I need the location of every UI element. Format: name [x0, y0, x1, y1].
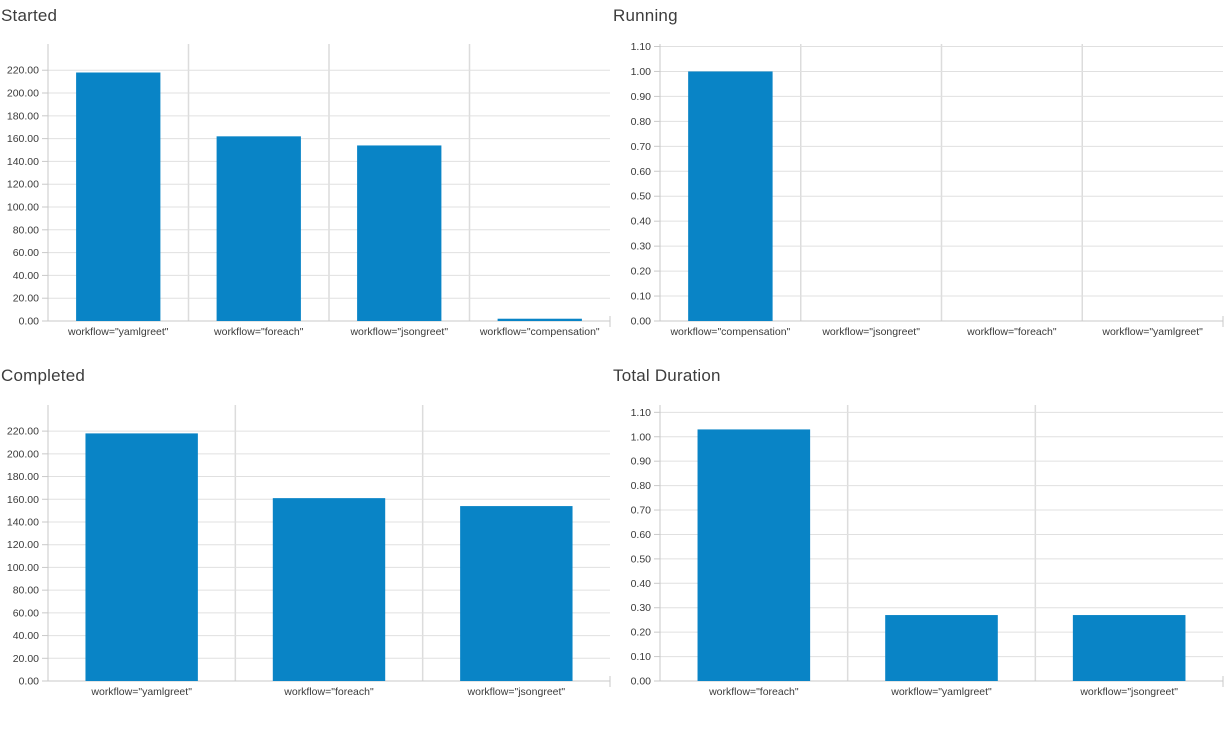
- bar: [216, 136, 301, 321]
- y-tick-label: 0.70: [631, 141, 652, 153]
- y-tick-label: 0.90: [631, 456, 652, 468]
- bar: [357, 145, 442, 321]
- y-tick-label: 20.00: [13, 653, 39, 665]
- x-category-label: workflow="jsongreet": [821, 326, 920, 338]
- bar: [76, 72, 161, 321]
- y-tick-label: 0.10: [631, 651, 652, 663]
- y-tick-label: 0.50: [631, 553, 652, 565]
- y-tick-label: 180.00: [7, 471, 39, 483]
- y-tick-label: 1.00: [631, 66, 652, 78]
- y-tick-label: 0.60: [631, 166, 652, 178]
- y-tick-label: 40.00: [13, 630, 39, 642]
- y-tick-label: 80.00: [13, 585, 39, 597]
- x-category-label: workflow="foreach": [283, 686, 374, 698]
- completed-bar-chart: 0.00 20.00 40.00 60.00 80.00 100.00 120.00 140.…: [7, 405, 611, 698]
- y-tick-label: 200.00: [7, 448, 39, 460]
- y-tick-label: 0.30: [631, 241, 652, 253]
- y-tick-label: 40.00: [13, 270, 39, 282]
- bar: [885, 615, 998, 681]
- y-tick-label: 160.00: [7, 494, 39, 506]
- y-tick-label: 200.00: [7, 88, 39, 100]
- bar: [272, 498, 386, 681]
- y-tick-label: 1.10: [631, 407, 652, 419]
- running-bar-chart: 0.00 0.10 0.20 0.30 0.40 0.50 0.60 0.70 0.80 0.90…: [631, 41, 1224, 338]
- panel-title-running: Running: [613, 6, 678, 25]
- y-tick-label: 0.20: [631, 627, 652, 639]
- bar: [85, 433, 198, 681]
- y-tick-label: 0.00: [19, 316, 40, 328]
- y-tick-label: 120.00: [7, 539, 39, 551]
- y-tick-label: 60.00: [13, 607, 39, 619]
- x-category-label: workflow="jsongreet": [349, 326, 448, 338]
- bar: [688, 71, 773, 322]
- y-tick-label: 0.40: [631, 216, 652, 228]
- y-tick-label: 60.00: [13, 247, 39, 259]
- x-category-label: workflow="jsongreet": [467, 686, 566, 698]
- x-category-label: workflow="jsongreet": [1079, 686, 1178, 698]
- panel-title-completed: Completed: [1, 366, 86, 385]
- y-tick-label: 80.00: [13, 224, 39, 236]
- y-tick-label: 0.50: [631, 191, 652, 203]
- y-tick-label: 180.00: [7, 110, 39, 122]
- panel-title-total-duration: Total Duration: [613, 366, 721, 385]
- x-category-label: workflow="yamlgreet": [67, 326, 169, 338]
- panel-running: Running 0.00 0.10 0.20 0.30 0.40 0.50 0.60 0.70…: [612, 0, 1225, 360]
- y-tick-label: 0.40: [631, 578, 652, 590]
- panel-completed: Completed 0.00 20.00 40.00 60.00 80.00 100.00…: [0, 360, 612, 734]
- y-tick-label: 1.10: [631, 41, 652, 53]
- panel-title-started: Started: [1, 6, 58, 25]
- y-tick-label: 0.00: [631, 316, 652, 328]
- x-category-label: workflow="compensation": [669, 326, 790, 338]
- y-tick-label: 0.10: [631, 291, 652, 303]
- y-tick-label: 0.90: [631, 91, 652, 103]
- y-tick-label: 0.60: [631, 529, 652, 541]
- panel-started: Started 0.00 20.00 40.00 60.00 80.00 100.00 12…: [0, 0, 612, 360]
- x-category-label: workflow="foreach": [708, 686, 799, 698]
- y-tick-label: 100.00: [7, 562, 39, 574]
- panel-total-duration: Total Duration 0.00 0.10 0.20 0.30 0.40 0.50 0…: [612, 360, 1225, 734]
- y-tick-label: 0.00: [631, 676, 652, 688]
- x-category-label: workflow="yamlgreet": [1101, 326, 1203, 338]
- y-tick-label: 220.00: [7, 65, 39, 77]
- x-category-label: workflow="foreach": [213, 326, 304, 338]
- bar: [497, 318, 582, 321]
- x-category-label: workflow="yamlgreet": [890, 686, 992, 698]
- y-tick-label: 220.00: [7, 426, 39, 438]
- y-tick-label: 0.80: [631, 480, 652, 492]
- started-bar-chart: 0.00 20.00 40.00 60.00 80.00 100.00 120.00 140.…: [7, 44, 611, 338]
- y-tick-label: 0.80: [631, 116, 652, 128]
- y-tick-label: 160.00: [7, 133, 39, 145]
- bar: [697, 429, 811, 681]
- y-tick-label: 20.00: [13, 293, 39, 305]
- y-tick-label: 0.00: [19, 676, 40, 688]
- y-tick-label: 0.70: [631, 505, 652, 517]
- y-tick-label: 140.00: [7, 516, 39, 528]
- x-category-label: workflow="foreach": [966, 326, 1057, 338]
- y-tick-label: 140.00: [7, 156, 39, 168]
- y-tick-label: 100.00: [7, 202, 39, 214]
- y-tick-label: 120.00: [7, 179, 39, 191]
- x-category-label: workflow="compensation": [479, 326, 600, 338]
- y-tick-label: 0.30: [631, 602, 652, 614]
- total-duration-bar-chart: 0.00 0.10 0.20 0.30 0.40 0.50 0.60 0.70 0.80 0.90…: [631, 405, 1224, 698]
- y-tick-label: 1.00: [631, 431, 652, 443]
- bar: [1072, 615, 1186, 681]
- y-tick-label: 0.20: [631, 266, 652, 278]
- bar: [460, 506, 573, 681]
- x-category-label: workflow="yamlgreet": [90, 686, 192, 698]
